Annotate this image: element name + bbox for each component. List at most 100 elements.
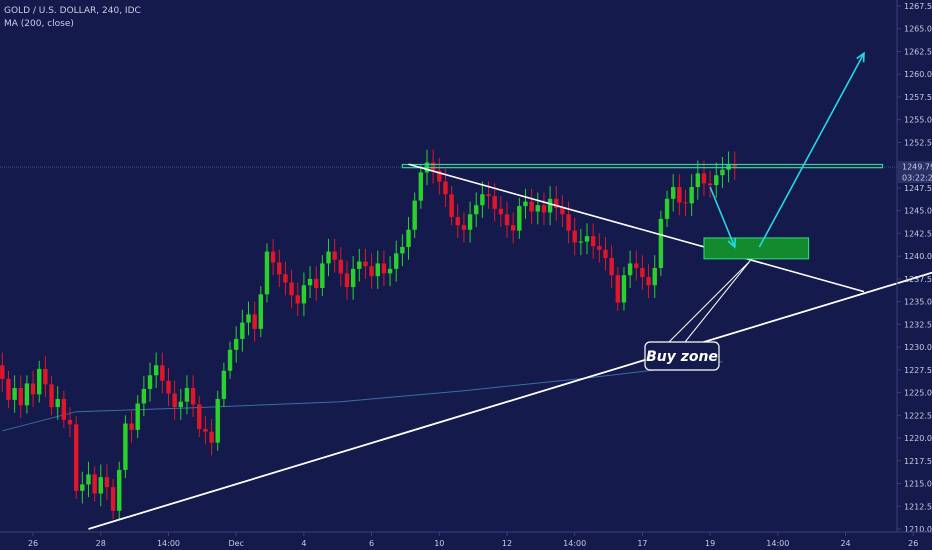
candle-body	[695, 173, 701, 188]
arrow-down-head	[727, 238, 737, 249]
price-tick-label: 1267.50	[904, 2, 932, 11]
price-tick-label: 1242.50	[904, 229, 932, 238]
arrow-down	[709, 186, 737, 249]
candle-body	[467, 214, 473, 230]
time-tick-label: 14:00	[157, 539, 180, 548]
candle-body	[320, 263, 325, 288]
candle-body	[270, 251, 276, 263]
candle-body	[221, 370, 227, 399]
candle-body	[350, 268, 356, 288]
candle-body	[566, 214, 571, 231]
candle-body	[153, 365, 159, 376]
candle-body	[295, 295, 300, 304]
candle-body	[363, 261, 368, 267]
candle-body	[6, 378, 11, 400]
candle-body	[197, 404, 202, 429]
candle-body	[689, 187, 694, 204]
time-tick-label: 14:00	[766, 539, 789, 548]
time-tick-label: 26	[28, 539, 38, 548]
candle-body	[258, 294, 264, 329]
candle-body	[117, 469, 122, 511]
candle-body	[332, 251, 337, 260]
candle-body	[24, 383, 30, 406]
candle-body	[400, 247, 405, 254]
last-price-text: 1249.79	[902, 163, 932, 172]
candle-body	[233, 338, 239, 350]
candle-body	[387, 268, 393, 274]
candle-body	[572, 230, 577, 243]
candle-body	[646, 277, 651, 286]
time-tick-label: Dec	[228, 539, 243, 548]
price-tick-label: 1247.50	[904, 184, 932, 193]
candle-body	[172, 393, 177, 408]
candle-body	[707, 183, 713, 186]
candle-body	[584, 236, 590, 242]
price-tags: 1249.79 03:22:27	[898, 161, 932, 183]
buy-zone-callout: Buy zone	[644, 260, 751, 371]
candle-body	[615, 275, 620, 303]
candle-body	[714, 175, 719, 186]
candle-body	[30, 383, 36, 395]
candle-body	[61, 398, 67, 420]
candle-body	[430, 162, 436, 171]
candle-body	[523, 201, 528, 207]
price-tick-label: 1232.50	[904, 320, 932, 329]
time-tick-label: 24	[840, 539, 850, 548]
candle-body	[160, 365, 165, 381]
arrow-up-head	[856, 51, 865, 63]
countdown-tag	[898, 172, 932, 183]
buy-zone-box	[703, 237, 810, 260]
candle-body	[504, 214, 510, 226]
candle-body	[314, 278, 319, 288]
candle-body	[627, 263, 633, 276]
arrow-down-shaft	[709, 186, 736, 248]
candle-body	[510, 225, 516, 231]
candle-body	[123, 423, 128, 470]
buy-zone-label: Buy zone	[646, 349, 718, 365]
candle-body	[178, 401, 183, 408]
candle-body	[190, 388, 196, 405]
candle-body	[547, 198, 553, 213]
time-tick-label: 4	[301, 539, 306, 548]
candle-body	[603, 249, 608, 258]
candle-body	[554, 198, 559, 208]
candle-body	[381, 263, 387, 274]
price-tick-label: 1260.00	[904, 70, 932, 79]
price-tick-label: 1215.00	[904, 480, 932, 489]
price-tick-label: 1252.50	[904, 138, 932, 147]
candle-body	[18, 388, 23, 406]
candle-body	[621, 275, 627, 303]
price-tick-label: 1225.00	[904, 389, 932, 398]
candle-body	[55, 398, 60, 408]
candle-body	[486, 194, 491, 197]
candle-body	[357, 261, 362, 269]
candle-body	[252, 314, 257, 329]
candle-body	[67, 419, 73, 425]
candle-body	[135, 403, 140, 430]
candle-body	[98, 477, 103, 494]
candle-body	[517, 206, 522, 231]
candle-body	[227, 349, 233, 371]
candle-body	[209, 431, 214, 443]
candle-body	[129, 423, 134, 430]
candle-body	[92, 474, 97, 494]
candle-body	[609, 257, 614, 276]
candle-body	[240, 322, 245, 339]
price-tick-label: 1210.00	[904, 525, 932, 534]
price-tick-label: 1245.00	[904, 207, 932, 216]
price-tick-label: 1227.50	[904, 366, 932, 375]
candle-body	[49, 384, 54, 408]
candle-body	[578, 241, 584, 243]
time-tick-label: 12	[502, 539, 512, 548]
candle-body	[246, 314, 251, 323]
price-tick-label: 1262.50	[904, 47, 932, 56]
candle-body	[418, 172, 424, 201]
candle-body	[726, 164, 731, 170]
time-tick-label: 19	[705, 539, 715, 548]
candle-body	[338, 259, 344, 274]
candle-body	[640, 267, 645, 278]
resistance-level	[401, 163, 884, 169]
price-tick-label: 1265.00	[904, 25, 932, 34]
